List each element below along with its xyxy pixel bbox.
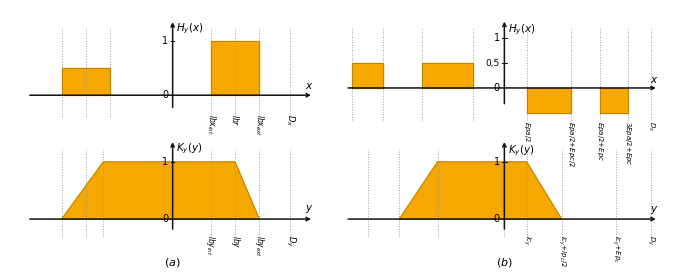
Text: 1: 1 xyxy=(162,157,169,167)
Text: $lby_{ext}$: $lby_{ext}$ xyxy=(253,235,266,257)
Text: $x$: $x$ xyxy=(650,75,658,85)
Text: 0,5: 0,5 xyxy=(485,59,500,68)
Text: $lbr$: $lbr$ xyxy=(230,114,240,126)
Text: $H_y(x)$: $H_y(x)$ xyxy=(176,22,204,36)
Text: $lc_y{+}lp_c/2$: $lc_y{+}lp_c/2$ xyxy=(556,235,567,267)
Text: 1: 1 xyxy=(162,36,169,46)
Polygon shape xyxy=(399,162,562,219)
Polygon shape xyxy=(62,162,259,219)
Text: $D_x$: $D_x$ xyxy=(284,114,297,126)
Text: $lbx_{int}$: $lbx_{int}$ xyxy=(204,114,217,134)
Text: $y$: $y$ xyxy=(305,203,313,215)
Text: $3Epa/2{+}Epc$: $3Epa/2{+}Epc$ xyxy=(624,121,634,165)
Text: $Epa/2{+}Epc$: $Epa/2{+}Epc$ xyxy=(595,121,605,161)
Text: $lbx_{ext}$: $lbx_{ext}$ xyxy=(253,114,265,136)
Text: $lby$: $lby$ xyxy=(229,235,242,249)
Text: $D_y$: $D_y$ xyxy=(284,235,297,247)
Text: 1: 1 xyxy=(494,157,500,167)
Text: 0: 0 xyxy=(162,214,169,224)
Text: $x$: $x$ xyxy=(305,81,313,91)
Text: $lc_y{+}Ep_c$: $lc_y{+}Ep_c$ xyxy=(610,235,621,263)
Text: $K_y(y)$: $K_y(y)$ xyxy=(508,144,534,158)
Text: $H_y(x)$: $H_y(x)$ xyxy=(508,23,536,37)
Text: $D_y$: $D_y$ xyxy=(645,235,657,245)
Text: $(a)$: $(a)$ xyxy=(165,256,181,269)
Text: $Epa/2{+}Epc/2$: $Epa/2{+}Epc/2$ xyxy=(566,121,576,167)
Text: 0: 0 xyxy=(162,90,169,100)
Text: $lby_{int}$: $lby_{int}$ xyxy=(204,235,217,256)
Text: $Epa/2$: $Epa/2$ xyxy=(522,121,531,142)
Text: $K_y(y)$: $K_y(y)$ xyxy=(176,142,203,156)
Text: $y$: $y$ xyxy=(650,204,658,216)
Text: $D_x$: $D_x$ xyxy=(646,121,656,131)
Text: $lc_y$: $lc_y$ xyxy=(521,235,532,246)
Text: 1: 1 xyxy=(494,33,500,43)
Text: $(b)$: $(b)$ xyxy=(496,256,512,269)
Text: 0: 0 xyxy=(494,83,500,93)
Text: 0: 0 xyxy=(494,214,500,224)
